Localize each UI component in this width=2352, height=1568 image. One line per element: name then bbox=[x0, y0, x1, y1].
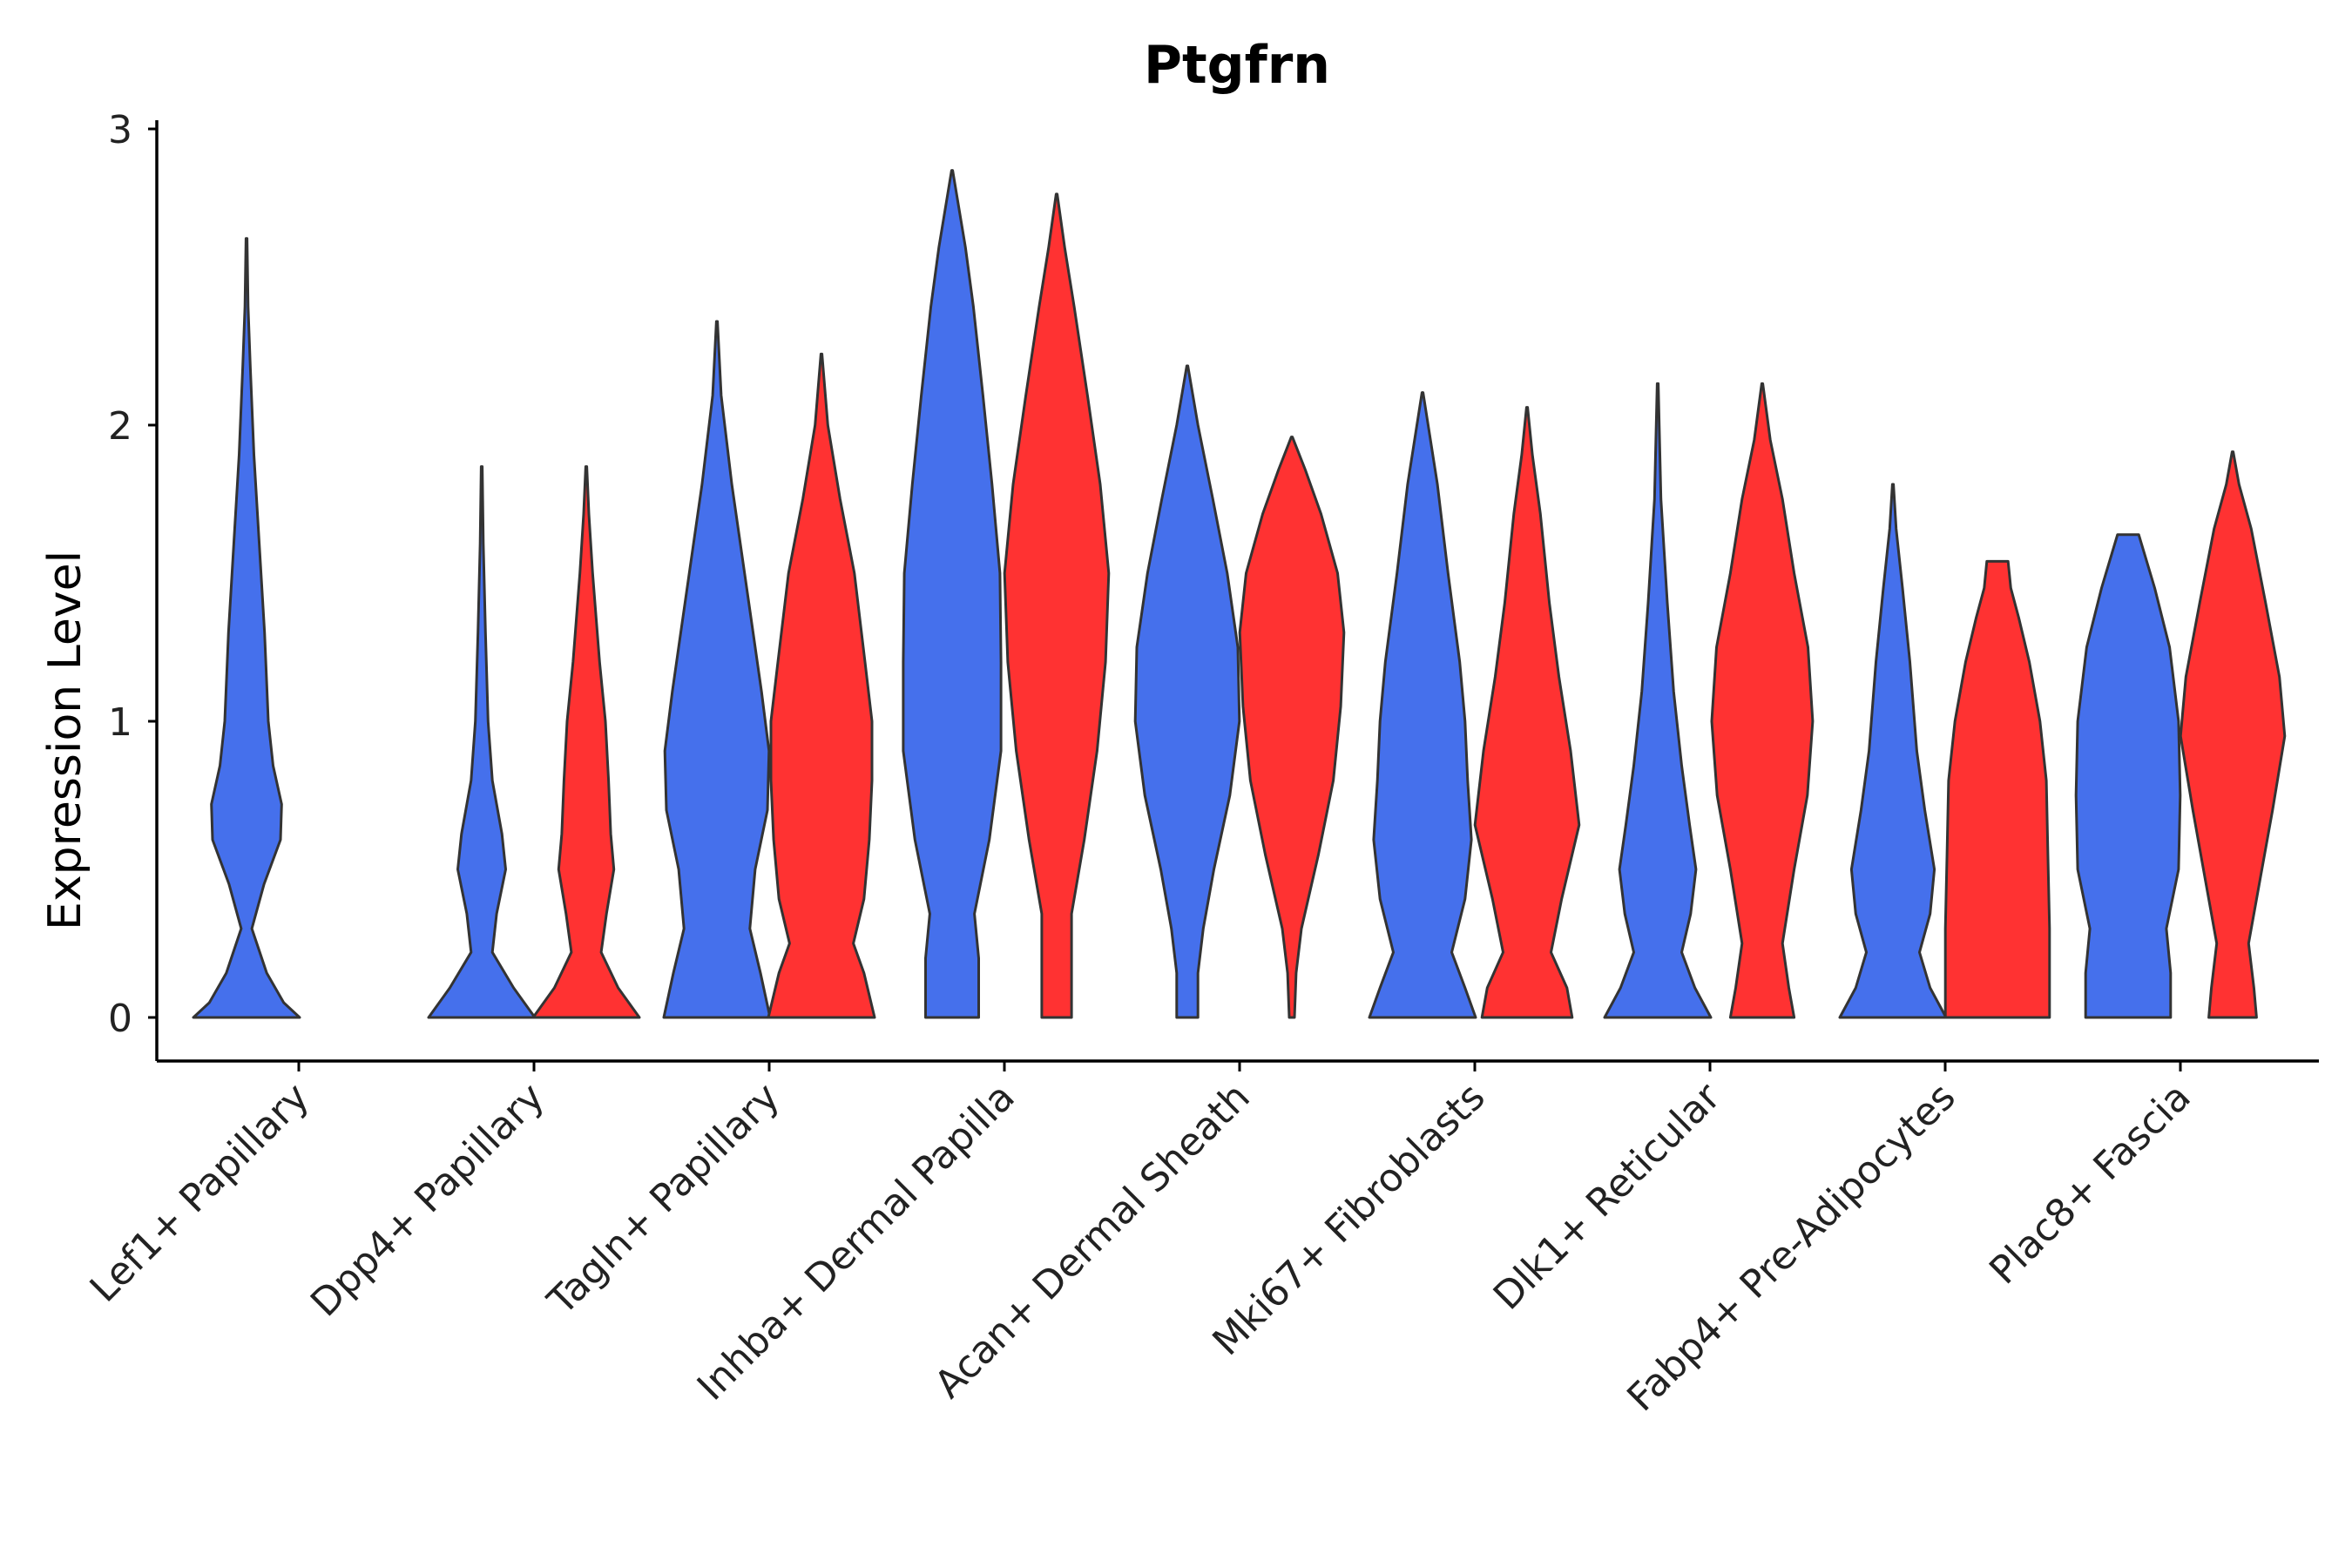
violin-6-0 bbox=[1603, 382, 1713, 1019]
violin-8-1 bbox=[2179, 450, 2287, 1019]
violin-3-0 bbox=[902, 169, 1003, 1019]
violin-8-0 bbox=[2074, 533, 2182, 1019]
y-axis-title: Expression Level bbox=[39, 551, 91, 930]
violin-3-1 bbox=[1003, 193, 1111, 1019]
y-tick-label-0: 0 bbox=[108, 997, 132, 1041]
y-tick-label-3: 3 bbox=[108, 108, 132, 152]
violin-6-1 bbox=[1710, 382, 1815, 1019]
violin-4-1 bbox=[1238, 436, 1346, 1019]
y-tick-label-1: 1 bbox=[108, 700, 132, 745]
violin-5-0 bbox=[1368, 391, 1477, 1019]
violin-4-0 bbox=[1133, 364, 1241, 1019]
y-tick-label-2: 2 bbox=[108, 404, 132, 449]
violin-7-0 bbox=[1838, 483, 1948, 1019]
violin-5-1 bbox=[1473, 406, 1581, 1019]
violin-2-0 bbox=[662, 320, 772, 1019]
chart-title: Ptgfrn bbox=[1144, 35, 1330, 96]
violin-2-1 bbox=[767, 352, 876, 1019]
violin-0-0 bbox=[192, 237, 301, 1019]
plot-area bbox=[192, 169, 2287, 1019]
violin-1-0 bbox=[427, 465, 537, 1019]
violin-7-1 bbox=[1943, 559, 2051, 1019]
violin-1-1 bbox=[531, 465, 641, 1019]
